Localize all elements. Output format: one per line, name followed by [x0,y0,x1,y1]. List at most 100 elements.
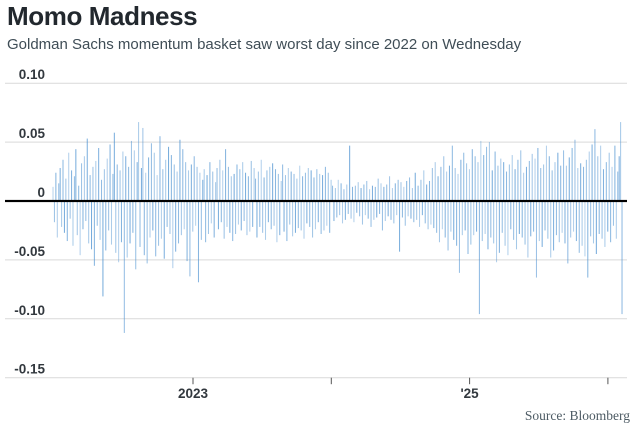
bar [136,162,138,201]
bar [109,144,111,201]
bar [118,201,120,263]
bar [570,201,572,238]
bar [326,201,328,226]
bar [236,164,238,201]
bar [347,201,349,214]
bar [276,201,278,243]
bar [185,162,187,201]
bar [535,201,537,278]
y-axis-label: -0.10 [14,303,45,318]
bar [463,152,465,201]
bar [441,201,443,230]
bar [330,179,332,201]
bar [135,201,137,270]
y-axis-label: 0 [37,185,45,200]
bar [203,169,205,201]
bar [300,201,302,231]
bar [225,149,227,201]
bar [521,201,523,238]
bar [202,179,204,201]
bar [500,158,502,201]
bar [567,201,569,264]
bar [263,177,265,201]
bar [183,201,185,230]
bar [414,172,416,201]
bar [540,168,542,201]
bar [277,173,279,201]
bar [494,151,496,201]
bar [103,169,105,201]
bar [360,188,362,201]
bar [337,179,339,201]
bar [63,201,65,233]
bar [471,149,473,201]
bar [396,201,398,216]
bar [354,185,356,201]
bar [165,159,167,201]
bar [564,201,566,244]
bar [309,201,311,227]
bar [283,201,285,232]
bar [116,164,118,201]
bar [594,129,596,201]
bar [590,201,592,237]
bar [205,201,207,243]
bar [287,168,289,201]
bar [446,171,448,201]
bar [323,201,325,231]
bar [533,201,535,232]
bar [239,169,241,201]
bar [478,201,480,315]
bar [197,201,200,283]
bar [272,163,274,201]
bar [513,201,515,240]
bar [464,201,466,231]
bar [430,201,432,225]
bar [312,201,314,238]
bar [162,169,164,201]
bar [428,180,431,201]
bar [284,175,286,201]
bar [187,170,190,201]
bar [584,201,586,257]
bar [379,201,381,214]
bar [180,201,182,236]
bar [356,201,358,213]
bar [306,201,308,224]
bar [461,201,463,236]
bar [119,170,121,201]
bar [56,201,58,238]
bar [376,201,378,218]
bar [436,201,438,233]
bar [543,164,545,201]
bar [484,201,486,234]
bar [605,162,607,201]
bar [510,201,512,230]
bar [266,170,268,201]
bar [585,159,587,201]
bar [138,122,140,201]
bar [169,201,171,234]
bar [340,183,342,201]
bar [453,201,455,240]
bar [420,179,422,201]
bar [621,201,623,315]
zero-line [5,199,627,203]
bar [143,201,145,256]
bar [411,188,413,201]
bar [75,149,77,201]
bar [443,156,445,201]
bar [370,201,372,227]
bar [274,169,277,201]
bar [273,201,275,226]
bar [349,145,351,201]
bar [537,147,539,201]
bar [96,201,98,226]
bar [255,178,257,201]
bar [264,201,267,240]
bar [421,201,423,216]
bar [565,165,567,201]
bar [332,185,334,201]
bar [148,157,150,201]
bar [561,201,563,233]
